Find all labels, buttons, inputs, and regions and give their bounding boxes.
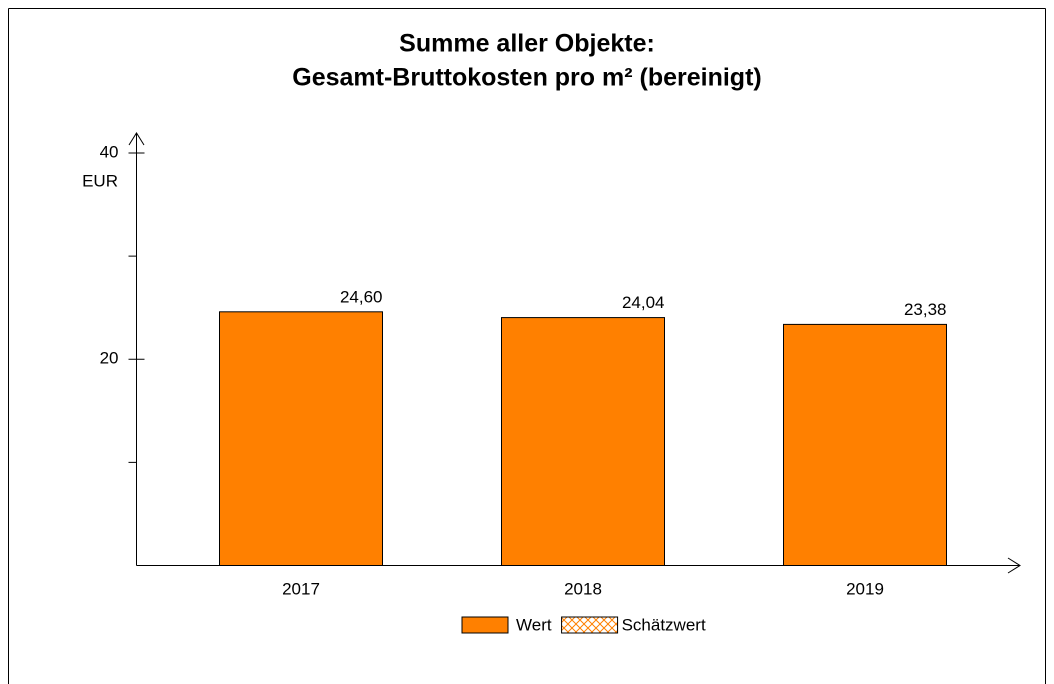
- legend-label: Schätzwert: [622, 615, 706, 634]
- y-tick-label: 20: [100, 349, 119, 368]
- chart-title: Gesamt-Bruttokosten pro m² (bereinigt): [292, 64, 761, 92]
- x-tick-label: 2019: [846, 579, 884, 598]
- x-tick-label: 2018: [564, 579, 602, 598]
- legend-label: Wert: [516, 615, 552, 634]
- y-tick-label: 40: [100, 142, 119, 161]
- value-label: 24,60: [340, 287, 383, 306]
- bar: [783, 323, 947, 566]
- frame: [8, 8, 1046, 684]
- value-label: 24,04: [622, 293, 665, 312]
- value-label: 23,38: [904, 300, 947, 319]
- x-tick-label: 2017: [282, 579, 320, 598]
- legend-swatch: [461, 616, 509, 634]
- legend-swatch: [561, 616, 619, 634]
- bar: [219, 311, 383, 566]
- y-axis-label: EUR: [82, 171, 118, 190]
- bar: [501, 317, 665, 566]
- chart-title: Summe aller Objekte:: [399, 30, 655, 58]
